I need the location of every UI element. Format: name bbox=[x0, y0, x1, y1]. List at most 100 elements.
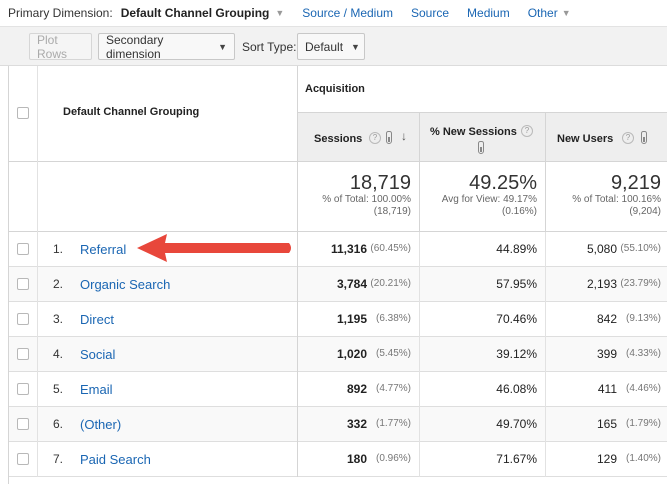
secondary-dimension-label: Secondary dimension bbox=[106, 32, 164, 61]
dropdown-triangle-icon: ▼ bbox=[218, 41, 227, 52]
row-new-users-cell: 129 (1.40%) bbox=[546, 442, 667, 477]
row-checkbox[interactable] bbox=[17, 383, 29, 395]
sessions-total: 18,719 % of Total: 100.00% (18,719) bbox=[298, 162, 420, 232]
row-new-users-value: 2,193 bbox=[586, 277, 617, 291]
table-row: 3. Direct 1,195 (6.38%) 70.46% 842 (9.13%) bbox=[9, 302, 667, 337]
row-new-users-cell: 399 (4.33%) bbox=[546, 337, 667, 372]
new-sessions-total-value: 49.25% bbox=[469, 172, 537, 194]
row-sessions-cell: 3,784 (20.21%) bbox=[298, 267, 420, 302]
row-sessions-cell: 1,195 (6.38%) bbox=[298, 302, 420, 337]
new-users-column-header[interactable]: New Users ? bbox=[546, 113, 667, 162]
dimension-medium-link[interactable]: Medium bbox=[467, 6, 510, 20]
row-number: 7. bbox=[53, 452, 64, 466]
dimension-default-channel-grouping[interactable]: Default Channel Grouping bbox=[120, 6, 270, 20]
row-checkbox[interactable] bbox=[17, 278, 29, 290]
row-checkbox-cell bbox=[9, 232, 38, 267]
row-new-sessions-cell: 49.70% bbox=[420, 407, 546, 442]
row-new-sessions-value: 44.89% bbox=[496, 242, 537, 256]
thermometer-icon[interactable] bbox=[641, 131, 647, 144]
row-channel-link[interactable]: Organic Search bbox=[80, 277, 171, 292]
help-icon[interactable]: ? bbox=[622, 132, 634, 144]
row-new-sessions-value: 49.70% bbox=[496, 417, 537, 431]
secondary-dimension-dropdown[interactable]: Secondary dimension ▼ bbox=[98, 32, 235, 61]
chevron-down-icon[interactable]: ▼ bbox=[275, 8, 285, 18]
row-checkbox[interactable] bbox=[17, 348, 29, 360]
new-users-total-line2: (9,204) bbox=[629, 206, 661, 217]
row-new-users-cell: 2,193 (23.79%) bbox=[546, 267, 667, 302]
sort-type-dropdown[interactable]: Default ▼ bbox=[297, 33, 365, 60]
row-checkbox-cell bbox=[9, 442, 38, 477]
table-row: 7. Paid Search 180 (0.96%) 71.67% 129 (1.40%) bbox=[9, 442, 667, 477]
row-new-users-cell: 842 (9.13%) bbox=[546, 302, 667, 337]
new-users-total: 9,219 % of Total: 100.16% (9,204) bbox=[546, 162, 667, 232]
sessions-column-header[interactable]: Sessions ? ↓ bbox=[298, 113, 420, 162]
sort-type-value: Default bbox=[305, 39, 344, 54]
row-sessions-value: 1,020 bbox=[336, 347, 367, 361]
row-checkbox[interactable] bbox=[17, 453, 29, 465]
acquisition-label: Acquisition bbox=[305, 83, 365, 95]
help-icon[interactable]: ? bbox=[521, 125, 533, 137]
row-new-users-pct: (23.79%) bbox=[620, 278, 661, 289]
new-users-total-line1: % of Total: 100.16% bbox=[572, 194, 661, 205]
sessions-total-line2: (18,719) bbox=[373, 206, 411, 217]
row-number: 1. bbox=[53, 242, 64, 256]
row-sessions-pct: (4.77%) bbox=[375, 383, 411, 394]
row-sessions-cell: 332 (1.77%) bbox=[298, 407, 420, 442]
table-row: 5. Email 892 (4.77%) 46.08% 411 (4.46%) bbox=[9, 372, 667, 407]
row-sessions-pct: (20.21%) bbox=[370, 278, 411, 289]
new-sessions-column-header[interactable]: % New Sessions ? bbox=[420, 113, 546, 162]
row-sessions-value: 3,784 bbox=[336, 277, 367, 291]
sessions-header-label: Sessions bbox=[314, 133, 363, 145]
row-number: 4. bbox=[53, 347, 64, 361]
table-toolbar: Plot Rows Secondary dimension ▼ Sort Typ… bbox=[0, 26, 667, 66]
dimension-source-medium-link[interactable]: Source / Medium bbox=[302, 6, 393, 20]
row-sessions-cell: 180 (0.96%) bbox=[298, 442, 420, 477]
row-channel-link[interactable]: (Other) bbox=[80, 417, 122, 432]
row-new-users-value: 842 bbox=[596, 312, 617, 326]
row-new-users-value: 411 bbox=[597, 382, 617, 396]
row-sessions-value: 892 bbox=[346, 382, 367, 396]
new-users-total-value: 9,219 bbox=[610, 172, 661, 194]
report-table: Default Channel Grouping Acquisition Ses… bbox=[8, 66, 667, 484]
sessions-total-value: 18,719 bbox=[349, 172, 411, 194]
plot-rows-label: Plot Rows bbox=[37, 32, 68, 61]
thermometer-icon[interactable] bbox=[386, 131, 392, 144]
primary-dimension-bar: Primary Dimension: Default Channel Group… bbox=[0, 0, 667, 26]
row-checkbox[interactable] bbox=[17, 418, 29, 430]
row-new-users-pct: (9.13%) bbox=[625, 313, 661, 324]
row-dimension-cell bbox=[38, 442, 298, 477]
dimension-other-link[interactable]: Other bbox=[527, 6, 558, 20]
row-new-sessions-cell: 46.08% bbox=[420, 372, 546, 407]
row-checkbox[interactable] bbox=[17, 243, 29, 255]
row-dimension-cell bbox=[38, 232, 298, 267]
select-all-column bbox=[9, 66, 38, 162]
new-users-header-label: New Users bbox=[557, 133, 614, 145]
row-new-sessions-value: 70.46% bbox=[496, 312, 537, 326]
plot-rows-button[interactable]: Plot Rows bbox=[29, 32, 92, 61]
row-checkbox-cell bbox=[9, 407, 38, 442]
row-checkbox[interactable] bbox=[17, 313, 29, 325]
row-channel-link[interactable]: Email bbox=[80, 382, 113, 397]
row-dimension-cell bbox=[38, 302, 298, 337]
row-channel-link[interactable]: Social bbox=[80, 347, 116, 362]
row-new-users-cell: 411 (4.46%) bbox=[546, 372, 667, 407]
help-icon[interactable]: ? bbox=[369, 132, 381, 144]
row-channel-link[interactable]: Direct bbox=[80, 312, 114, 327]
row-sessions-value: 180 bbox=[346, 452, 367, 466]
row-number: 6. bbox=[53, 417, 64, 431]
row-new-users-value: 399 bbox=[596, 347, 617, 361]
new-sessions-total: 49.25% Avg for View: 49.17% (0.16%) bbox=[420, 162, 546, 232]
row-new-users-value: 5,080 bbox=[586, 242, 617, 256]
thermometer-icon[interactable] bbox=[478, 141, 484, 154]
dimension-source-link[interactable]: Source bbox=[411, 6, 450, 20]
row-sessions-pct: (0.96%) bbox=[375, 453, 411, 464]
row-channel-link[interactable]: Referral bbox=[80, 242, 127, 257]
red-arrow-icon bbox=[137, 234, 291, 262]
row-channel-link[interactable]: Paid Search bbox=[80, 452, 151, 467]
sort-descending-icon[interactable]: ↓ bbox=[401, 129, 407, 143]
chevron-down-icon[interactable]: ▼ bbox=[561, 8, 571, 18]
row-checkbox-cell bbox=[9, 302, 38, 337]
row-new-sessions-cell: 71.67% bbox=[420, 442, 546, 477]
row-number: 3. bbox=[53, 312, 64, 326]
select-all-checkbox[interactable] bbox=[17, 107, 29, 119]
